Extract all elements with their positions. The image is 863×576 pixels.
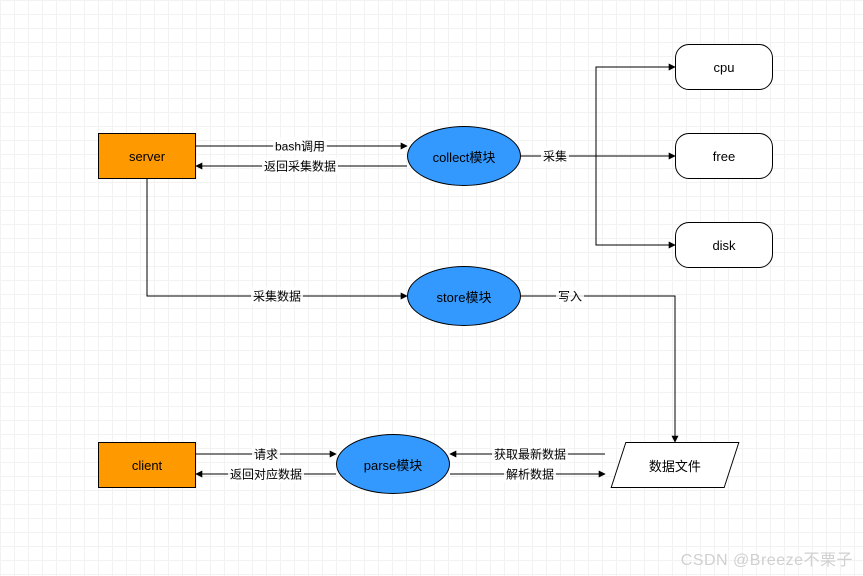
- edge-e5: [596, 156, 675, 245]
- edge-label-e8: 获取最新数据: [492, 446, 568, 463]
- node-cpu: cpu: [675, 44, 773, 90]
- edge-label-e7: 写入: [556, 288, 584, 305]
- edge-label-e6: 采集数据: [251, 288, 303, 305]
- watermark: CSDN @Breeze不栗子: [681, 546, 853, 570]
- node-store: store模块: [407, 266, 521, 326]
- node-datafile: 数据文件: [611, 442, 740, 488]
- edge-e6: [147, 179, 407, 296]
- node-free: free: [675, 133, 773, 179]
- edge-label-e9: 解析数据: [504, 466, 556, 483]
- edge-label-e3: 采集: [541, 148, 569, 165]
- node-server: server: [98, 133, 196, 179]
- node-client: client: [98, 442, 196, 488]
- node-parse: parse模块: [336, 434, 450, 494]
- edge-e3: [521, 67, 675, 156]
- edge-label-e10: 请求: [252, 446, 280, 463]
- node-collect: collect模块: [407, 126, 521, 186]
- node-label: 数据文件: [649, 456, 701, 475]
- edge-e7: [521, 296, 675, 442]
- edge-label-e1: bash调用: [273, 138, 327, 155]
- edge-label-e11: 返回对应数据: [228, 466, 304, 483]
- edge-label-e2: 返回采集数据: [262, 158, 338, 175]
- node-disk: disk: [675, 222, 773, 268]
